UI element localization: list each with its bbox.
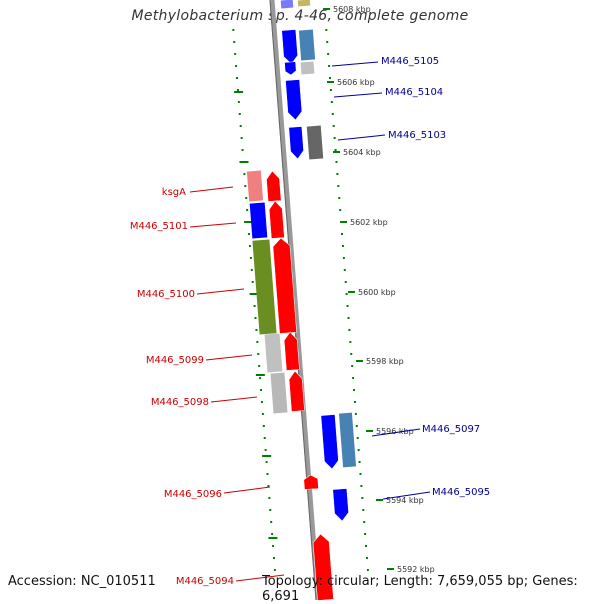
- gene-label: M446_5099: [146, 355, 204, 366]
- gene-m446-5100-arrow: [272, 237, 297, 334]
- gene-leader-line: [371, 428, 421, 437]
- gene-leader-line: [205, 354, 253, 361]
- gene-m446-5099-cog-shape: [264, 333, 283, 373]
- gene-label: M446_5100: [137, 289, 195, 300]
- gene-label: M446_5103: [388, 130, 446, 141]
- gene-ksga-arrow-shape: [266, 170, 282, 202]
- gene-m446-5103-arrow-shape: [288, 126, 304, 160]
- kbp-label: 5598 kbp: [366, 357, 404, 366]
- kbp-label: 5596 kbp: [376, 427, 414, 436]
- partial-gene-top-blue: [280, 0, 294, 9]
- gene-m446-5098-arrow-shape: [288, 370, 305, 412]
- partial-gene-top: [297, 0, 311, 7]
- gene-leader-line: [223, 486, 271, 494]
- gene-m446-5101-cog: [249, 202, 268, 239]
- kbp-label: 5600 kbp: [358, 288, 396, 297]
- gene-m446-5094-arrow: [312, 533, 334, 600]
- gene-label: ksgA: [162, 187, 186, 198]
- gene-m446-5105-cog-shape: [298, 29, 316, 61]
- kbp-label: 5592 kbp: [397, 565, 435, 574]
- gene-label: M446_5105: [381, 56, 439, 67]
- gene-m446-5104-arrow: [285, 79, 303, 121]
- gene-label: M446_5094: [176, 576, 234, 587]
- gene-m446-5105-cog: [298, 29, 316, 61]
- gene-m446-5096-arrow: [303, 474, 319, 490]
- gene-m446-5105-tail-shape: [284, 61, 297, 76]
- gene-leader-line: [333, 92, 383, 98]
- gene-m446-5095-arrow-shape: [332, 488, 349, 522]
- gene-leader-line: [337, 134, 386, 141]
- kbp-label: 5604 kbp: [343, 148, 381, 157]
- gene-m446-5100-arrow-shape: [272, 237, 297, 334]
- kbp-label: 5608 kbp: [333, 5, 371, 14]
- gene-m446-5097-arrow: [320, 414, 339, 470]
- gene-label: M446_5096: [164, 489, 222, 500]
- gene-m446-5098-cog: [270, 372, 288, 414]
- gene-m446-5105-cog-b: [300, 61, 315, 75]
- gene-label: M446_5095: [432, 487, 490, 498]
- gene-m446-5105-arrow: [281, 29, 298, 65]
- gene-m446-5097-cog: [338, 412, 357, 468]
- partial-gene-top-shape: [297, 0, 311, 7]
- gene-m446-5099-cog: [264, 333, 283, 373]
- gene-m446-5101-cog-shape: [249, 202, 268, 239]
- gene-label: M446_5104: [385, 87, 443, 98]
- gene-m446-5100-cog-shape: [252, 239, 277, 335]
- gene-leader-line: [235, 574, 285, 582]
- gene-m446-5099-arrow-shape: [283, 331, 300, 371]
- gene-m446-5098-cog-shape: [270, 372, 288, 414]
- gene-m446-5105-cog-b-shape: [300, 61, 315, 75]
- accession-text: Accession: NC_010511: [8, 574, 156, 589]
- kbp-label: 5606 kbp: [337, 78, 375, 87]
- gene-m446-5100-cog: [252, 239, 277, 335]
- partial-gene-top-blue-shape: [280, 0, 294, 9]
- gene-leader-line: [189, 222, 237, 228]
- gene-m446-5103-arrow: [288, 126, 304, 160]
- gene-m446-5103-cog-shape: [306, 125, 324, 160]
- gene-m446-5104-arrow-shape: [285, 79, 303, 121]
- gene-m446-5105-tail: [284, 61, 297, 76]
- gene-m446-5095-arrow: [332, 488, 349, 522]
- gene-leader-line: [196, 288, 245, 295]
- kbp-label: 5594 kbp: [386, 496, 424, 505]
- gene-m446-5099-arrow: [283, 331, 300, 371]
- gene-leader-line: [210, 396, 258, 403]
- gene-m446-5096-arrow-shape: [303, 474, 319, 490]
- gene-m446-5103-cog: [306, 125, 324, 160]
- gene-ksga-cog: [246, 170, 264, 202]
- gene-label: M446_5098: [151, 397, 209, 408]
- gene-m446-5094-arrow-shape: [312, 533, 334, 600]
- map-title: Methylobacterium sp. 4-46, complete geno…: [131, 8, 469, 24]
- gene-m446-5098-arrow: [288, 370, 305, 412]
- gene-m446-5101-arrow: [268, 200, 285, 239]
- gene-leader-line: [331, 61, 379, 67]
- gene-m446-5097-cog-shape: [338, 412, 357, 468]
- gene-m446-5105-arrow-shape: [281, 29, 298, 65]
- kbp-label: 5602 kbp: [350, 218, 388, 227]
- gene-label: M446_5101: [130, 221, 188, 232]
- gene-label: M446_5097: [422, 424, 480, 435]
- gene-leader-line: [382, 491, 431, 500]
- gene-m446-5101-arrow-shape: [268, 200, 285, 239]
- gene-m446-5097-arrow-shape: [320, 414, 339, 470]
- gene-leader-line: [189, 186, 234, 193]
- gene-ksga-arrow: [266, 170, 282, 202]
- backbone-line: [269, 0, 321, 600]
- gene-ksga-cog-shape: [246, 170, 264, 202]
